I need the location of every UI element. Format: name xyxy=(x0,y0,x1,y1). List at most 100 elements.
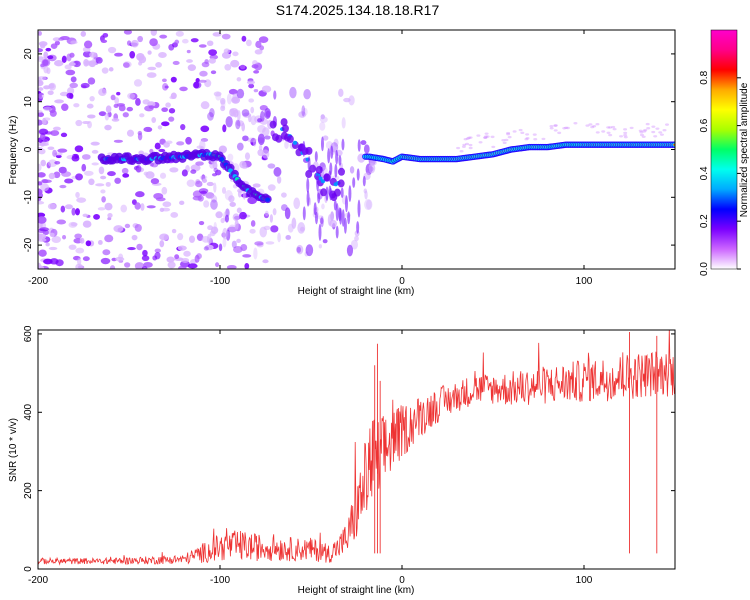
mid-blob xyxy=(242,190,246,200)
noise-blob xyxy=(59,184,67,189)
noise-blob xyxy=(138,55,147,64)
noise-blob xyxy=(186,179,196,188)
mid-blob xyxy=(236,88,245,99)
noise-blob xyxy=(218,145,227,154)
streak-blob xyxy=(339,208,343,225)
noise-blob xyxy=(124,262,131,268)
noise-blob xyxy=(83,40,93,49)
spectrogram-y-label: Frequency (Hz) xyxy=(8,116,19,185)
noise-blob xyxy=(76,197,87,203)
noise-blob xyxy=(80,82,90,89)
noise-blob xyxy=(159,207,165,212)
noise-blob xyxy=(68,62,76,67)
noise-blob xyxy=(97,239,103,245)
streak-blob xyxy=(314,211,318,225)
mid-blob xyxy=(250,106,255,114)
noise-blob xyxy=(116,91,121,96)
streak-blob xyxy=(334,163,338,178)
noise-blob xyxy=(70,76,77,83)
noise-blob xyxy=(47,90,54,96)
snr-x-ticks: -200 -100 0 100 xyxy=(28,330,593,586)
mid-blob xyxy=(213,221,217,232)
noise-blob xyxy=(215,262,220,268)
noise-blob xyxy=(70,40,78,45)
mid-blob xyxy=(234,219,239,231)
streak-blob xyxy=(318,223,322,241)
noise-blob xyxy=(87,114,96,119)
noise-blob xyxy=(118,253,124,260)
noise-blob xyxy=(141,255,150,262)
noise-blob xyxy=(254,49,263,55)
mid-blob xyxy=(207,112,214,121)
noise-blob xyxy=(38,265,45,269)
noise-blob xyxy=(187,64,197,72)
noise-blob xyxy=(246,80,256,85)
streak-blob xyxy=(356,221,360,234)
halo-blob xyxy=(502,141,507,145)
noise-blob xyxy=(155,62,162,68)
noise-blob xyxy=(109,265,116,269)
noise-blob xyxy=(61,171,72,177)
mid-blob xyxy=(369,159,377,166)
noise-blob xyxy=(181,38,189,44)
mid-blob xyxy=(319,121,326,131)
noise-blob xyxy=(38,216,47,224)
noise-blob xyxy=(40,159,46,167)
mid-blob xyxy=(302,107,308,116)
noise-blob xyxy=(186,49,191,54)
noise-blob xyxy=(127,247,136,251)
noise-blob xyxy=(126,40,132,46)
mid-blob xyxy=(269,214,274,223)
halo-blob xyxy=(629,126,634,130)
noise-blob xyxy=(38,181,43,186)
halo-blob xyxy=(564,126,569,129)
halo-blob xyxy=(639,131,644,134)
mid-blob xyxy=(320,114,325,120)
noise-blob xyxy=(100,257,111,265)
noise-blob xyxy=(110,94,116,101)
halo-blob xyxy=(651,130,656,134)
noise-blob xyxy=(213,91,222,97)
mid-blob xyxy=(289,86,297,99)
halo-blob xyxy=(533,138,538,141)
snr-line xyxy=(38,330,675,566)
noise-blob xyxy=(53,171,61,179)
branch-blob xyxy=(281,124,289,133)
mid-blob xyxy=(350,239,358,250)
noise-blob xyxy=(102,32,109,38)
mid-blob xyxy=(293,197,301,210)
noise-blob xyxy=(229,201,236,207)
noise-blob xyxy=(114,97,120,105)
noise-blob xyxy=(236,77,242,82)
noise-blob xyxy=(133,79,143,87)
branch-core xyxy=(320,179,326,184)
noise-blob xyxy=(174,39,180,45)
mid-blob xyxy=(285,235,291,240)
halo-blob xyxy=(638,129,643,133)
noise-blob xyxy=(130,39,139,48)
noise-blob xyxy=(140,203,145,211)
streak-blob xyxy=(325,186,329,201)
noise-blob xyxy=(73,103,80,108)
halo-blob xyxy=(483,136,488,140)
noise-blob xyxy=(82,220,92,228)
halo-blob xyxy=(467,136,472,140)
noise-blob xyxy=(220,217,225,224)
noise-blob xyxy=(253,89,259,93)
noise-blob xyxy=(251,64,259,69)
noise-blob xyxy=(161,186,168,195)
halo-blob xyxy=(465,142,470,146)
noise-blob xyxy=(79,237,85,244)
noise-blob xyxy=(60,132,68,138)
halo-blob xyxy=(463,137,468,141)
mid-blob xyxy=(248,114,252,123)
noise-blob xyxy=(242,254,252,258)
noise-blob xyxy=(169,167,179,173)
halo-blob xyxy=(525,137,530,140)
snr-x-tick-label: -200 xyxy=(28,575,48,586)
noise-blob xyxy=(261,85,272,93)
halo-blob xyxy=(665,123,670,126)
noise-blob xyxy=(157,125,163,130)
spectrogram-x-tick-label: 0 xyxy=(399,276,405,287)
noise-blob xyxy=(188,235,196,243)
